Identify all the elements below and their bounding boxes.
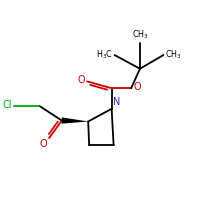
Text: H$_3$C: H$_3$C — [96, 48, 113, 61]
Text: CH$_3$: CH$_3$ — [165, 48, 182, 61]
Text: O: O — [40, 139, 48, 149]
Text: Cl: Cl — [3, 100, 12, 110]
Polygon shape — [62, 117, 88, 124]
Text: CH$_3$: CH$_3$ — [132, 28, 148, 41]
Text: O: O — [78, 75, 85, 85]
Text: N: N — [113, 97, 121, 107]
Text: O: O — [133, 82, 141, 92]
